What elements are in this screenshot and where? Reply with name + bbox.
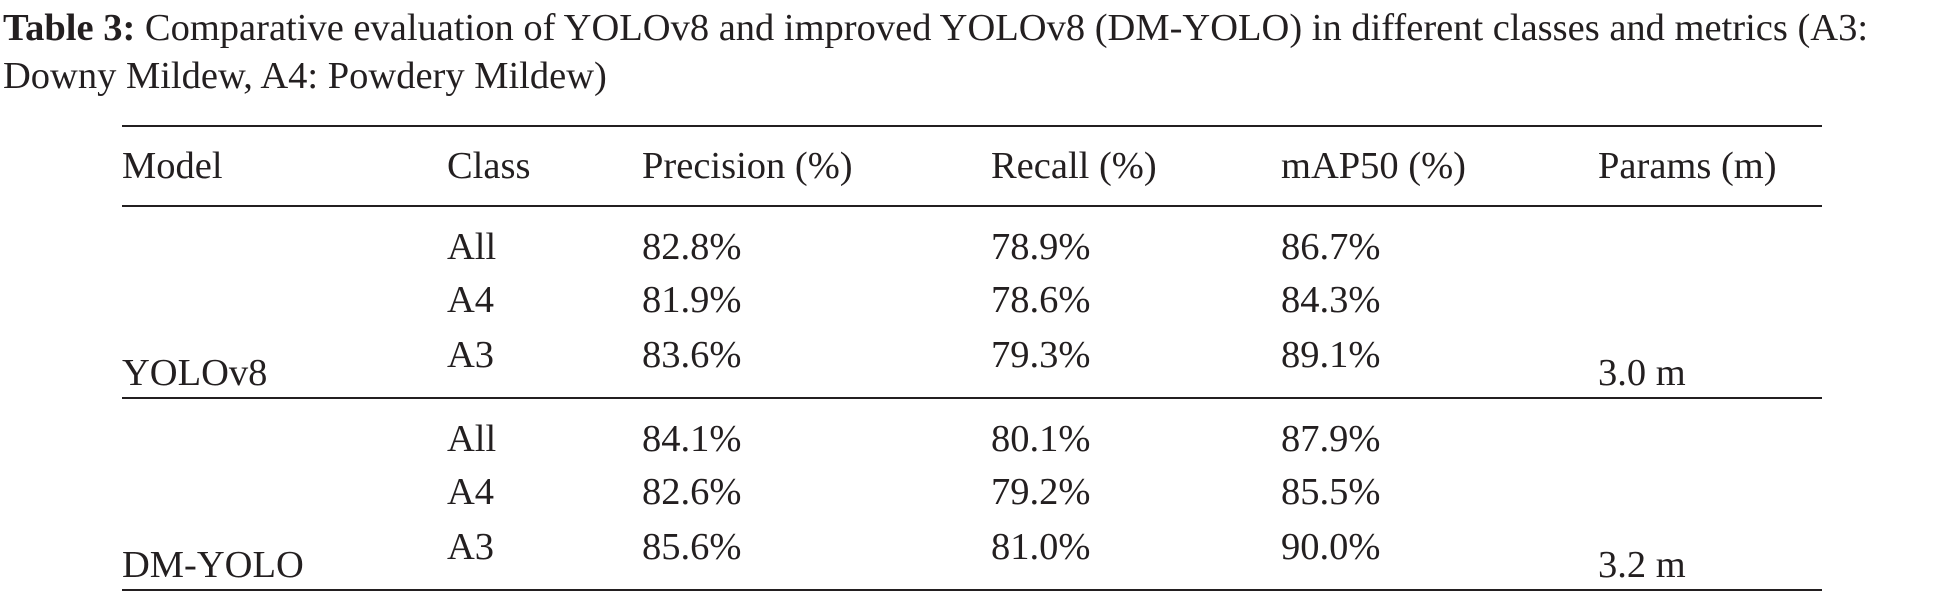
table-caption: Table 3: Comparative evaluation of YOLOv… (3, 4, 1948, 100)
map50-cell: 90.0% (1281, 526, 1381, 568)
recall-cell: 79.3% (991, 334, 1091, 376)
model-name: DM-YOLO (122, 544, 304, 586)
table-row: A4 81.9% 78.6% 84.3% (122, 271, 1822, 329)
class-cell: All (447, 418, 497, 460)
caption-label: Table 3: (3, 7, 136, 49)
table-row: A3 83.6% 79.3% 89.1% (122, 329, 1822, 398)
table-row: DM-YOLO All 84.1% 80.1% 87.9% 3.2 m (122, 398, 1822, 586)
header-class: Class (447, 125, 642, 207)
table-row: YOLOv8 All 82.8% 78.9% 86.7% 3.0 m (122, 206, 1822, 394)
header-params: Params (m) (1598, 125, 1822, 207)
params-cell: 3.2 m (1598, 544, 1686, 586)
class-cell: A4 (447, 471, 495, 513)
header-row: Model Class Precision (%) Recall (%) mAP… (122, 125, 1822, 207)
map50-cell: 86.7% (1281, 226, 1381, 268)
recall-cell: 79.2% (991, 471, 1091, 513)
group-yolov8: YOLOv8 All 82.8% 78.9% 86.7% 3.0 m A4 81… (122, 206, 1822, 398)
header-model: Model (122, 125, 447, 207)
table-header: Model Class Precision (%) Recall (%) mAP… (122, 125, 1822, 207)
map50-cell: 85.5% (1281, 471, 1381, 513)
class-cell: A3 (447, 526, 495, 568)
precision-cell: 85.6% (642, 526, 742, 568)
class-cell: A4 (447, 279, 495, 321)
map50-cell: 87.9% (1281, 418, 1381, 460)
class-cell: A3 (447, 334, 495, 376)
recall-cell: 78.9% (991, 226, 1091, 268)
model-name: YOLOv8 (122, 352, 268, 394)
map50-cell: 89.1% (1281, 334, 1381, 376)
precision-cell: 84.1% (642, 418, 742, 460)
header-recall: Recall (%) (991, 125, 1281, 207)
params-cell: 3.0 m (1598, 352, 1686, 394)
precision-cell: 82.6% (642, 471, 742, 513)
class-cell: All (447, 226, 497, 268)
recall-cell: 78.6% (991, 279, 1091, 321)
header-map50: mAP50 (%) (1281, 125, 1598, 207)
group-dm-yolo: DM-YOLO All 84.1% 80.1% 87.9% 3.2 m A4 8… (122, 398, 1822, 590)
header-precision: Precision (%) (642, 125, 991, 207)
recall-cell: 80.1% (991, 418, 1091, 460)
table-row: A4 82.6% 79.2% 85.5% (122, 463, 1822, 521)
results-table: Model Class Precision (%) Recall (%) mAP… (122, 125, 1822, 591)
caption-text: Comparative evaluation of YOLOv8 and imp… (3, 7, 1869, 97)
precision-cell: 82.8% (642, 226, 742, 268)
recall-cell: 81.0% (991, 526, 1091, 568)
precision-cell: 83.6% (642, 334, 742, 376)
precision-cell: 81.9% (642, 279, 742, 321)
map50-cell: 84.3% (1281, 279, 1381, 321)
table-row: A3 85.6% 81.0% 90.0% (122, 521, 1822, 590)
